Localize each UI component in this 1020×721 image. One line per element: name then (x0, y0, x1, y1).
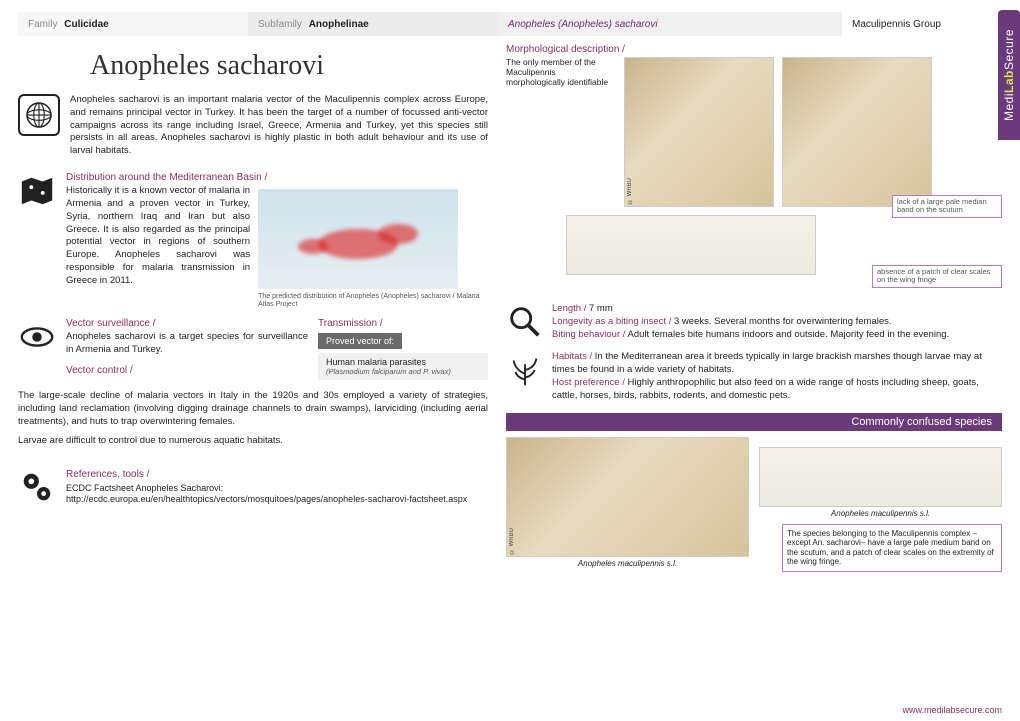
longevity-val: 3 weeks. Several months for overwinterin… (674, 316, 892, 327)
confused-photo-2 (759, 447, 1002, 507)
distribution-map (258, 189, 458, 289)
wing-photo (566, 215, 816, 275)
habitat-key: Habitats / (552, 351, 592, 362)
confused-band: Commonly confused species (506, 413, 1002, 431)
brand-medi: Medi (1002, 93, 1016, 121)
parasites-sub: (Plasmodium falciparum and P. vivax) (326, 367, 480, 376)
proved-vector-label: Proved vector of: (318, 333, 402, 349)
host-key: Host preference / (552, 377, 625, 388)
references-line: ECDC Factsheet Anopheles Sacharovi: http… (66, 483, 488, 506)
species-value: Anopheles (Anopheles) sacharovi (508, 19, 658, 30)
subfamily-value: Anophelinae (309, 19, 369, 30)
biting-key: Biting behaviour / (552, 329, 625, 340)
group-cell: Maculipennis Group (842, 12, 1002, 36)
map-icon (18, 172, 56, 210)
longevity-key: Longevity as a biting insect / (552, 316, 671, 327)
distribution-body: Historically it is a known vector of mal… (66, 185, 250, 308)
subfamily-label: Subfamily (258, 19, 302, 30)
eye-icon (18, 318, 56, 356)
annotation-scutum: lack of a large pale median band on the … (892, 195, 1002, 218)
parasites: Human malaria parasites (326, 357, 480, 367)
brand-secure: Secure (1002, 29, 1016, 70)
gears-icon (18, 468, 56, 506)
globe-icon (18, 94, 60, 136)
length-val: 7 mm (589, 303, 613, 314)
habitat-val: In the Mediterranean area it breeds typi… (552, 351, 982, 375)
species-cell: Anopheles (Anopheles) sacharovi (498, 12, 842, 36)
annotation-wing: absence of a patch of clear scales on th… (872, 265, 1002, 288)
map-caption: The predicted distribution of Anopheles … (258, 293, 488, 308)
confused-caption-2: Anopheles maculipennis s.l. (759, 509, 1002, 518)
transmission-head: Transmission / (318, 318, 488, 329)
specimen-photo-lateral (782, 57, 932, 207)
brand-lab: Lab (1002, 70, 1016, 93)
specimen-photo-dorsal: © WRBU (624, 57, 774, 207)
control-body2: Larvae are difficult to control due to n… (18, 435, 488, 448)
subfamily-cell: Subfamily Anophelinae (248, 12, 498, 36)
magnifier-icon (506, 303, 544, 341)
family-value: Culicidae (64, 19, 108, 30)
family-label: Family (28, 19, 57, 30)
surveillance-head: Vector surveillance / (66, 318, 308, 329)
group-value: Maculipennis Group (852, 19, 941, 30)
confused-photo-1: © WRBU (506, 437, 749, 557)
footer-url: www.medilabsecure.com (902, 705, 1002, 715)
distribution-head: Distribution around the Mediterranean Ba… (66, 172, 488, 183)
breadcrumb-bar: Family Culicidae Subfamily Anophelinae A… (18, 12, 1002, 36)
morph-head: Morphological description / (506, 44, 1002, 55)
confused-caption-1: Anopheles maculipennis s.l. (506, 559, 749, 568)
family-cell: Family Culicidae (18, 12, 248, 36)
control-body1: The large-scale decline of malaria vecto… (18, 390, 488, 428)
biting-val: Adult females bite humans indoors and ou… (628, 329, 950, 340)
image-credit-2: © WRBU (509, 528, 515, 554)
morph-note: The only member of the Maculipennis morp… (506, 57, 616, 207)
confused-note: The species belonging to the Maculipenni… (782, 524, 1002, 572)
page-title: Anopheles sacharovi (90, 50, 488, 82)
length-key: Length / (552, 303, 586, 314)
image-credit-1: © WRBU (627, 178, 633, 204)
surveillance-body: Anopheles sacharovi is a target species … (66, 331, 308, 357)
plant-icon (506, 351, 544, 389)
control-head: Vector control / (66, 365, 308, 376)
intro-paragraph: Anopheles sacharovi is an important mala… (70, 94, 488, 158)
references-head: References, tools / (66, 468, 488, 481)
parasite-box: Human malaria parasites (Plasmodium falc… (318, 353, 488, 380)
